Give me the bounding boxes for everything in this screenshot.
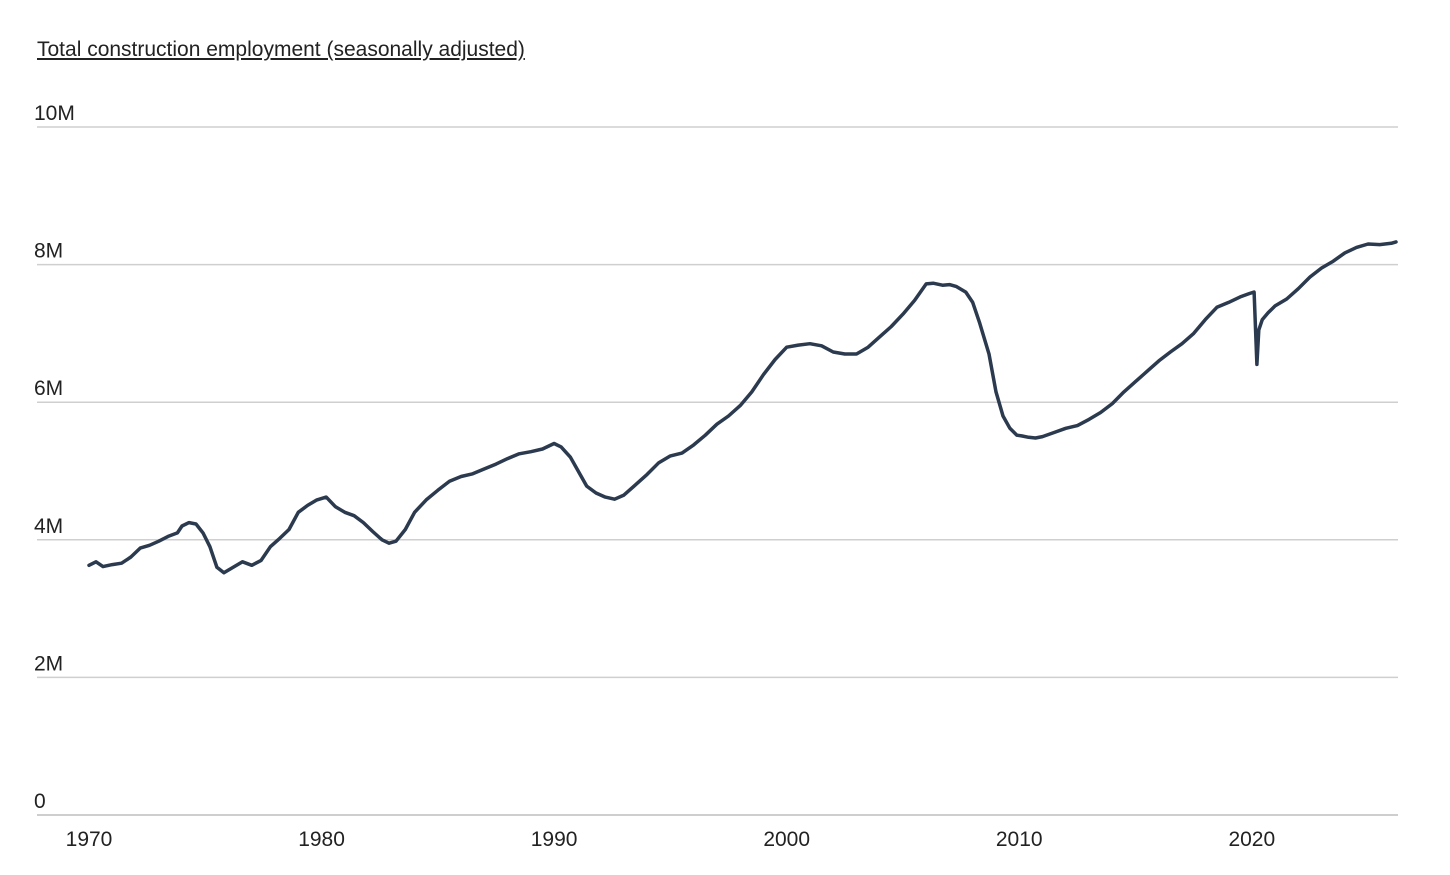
x-tick-label: 2000 bbox=[763, 828, 810, 851]
series-layer bbox=[87, 240, 1398, 575]
y-tick-label: 10M bbox=[34, 102, 75, 125]
y-tick-label: 2M bbox=[34, 652, 63, 675]
y-tick-label: 4M bbox=[34, 515, 63, 538]
y-axis-tick-labels: 0 2M 4M 6M 8M 10M bbox=[34, 102, 75, 813]
y-tick-label: 8M bbox=[34, 240, 63, 263]
x-tick-label: 1980 bbox=[298, 828, 345, 851]
x-tick-label: 1970 bbox=[66, 828, 113, 851]
chart-title: Total construction employment (seasonall… bbox=[37, 38, 525, 61]
gridlines bbox=[37, 126, 1398, 816]
series-line-0 bbox=[87, 240, 1398, 575]
y-tick-label: 6M bbox=[34, 377, 63, 400]
x-tick-label: 2010 bbox=[996, 828, 1043, 851]
y-tick-label: 0 bbox=[34, 790, 46, 813]
x-tick-label: 2020 bbox=[1228, 828, 1275, 851]
x-axis-tick-labels: 1970 1980 1990 2000 2010 2020 bbox=[66, 828, 1276, 851]
x-tick-label: 1990 bbox=[531, 828, 578, 851]
